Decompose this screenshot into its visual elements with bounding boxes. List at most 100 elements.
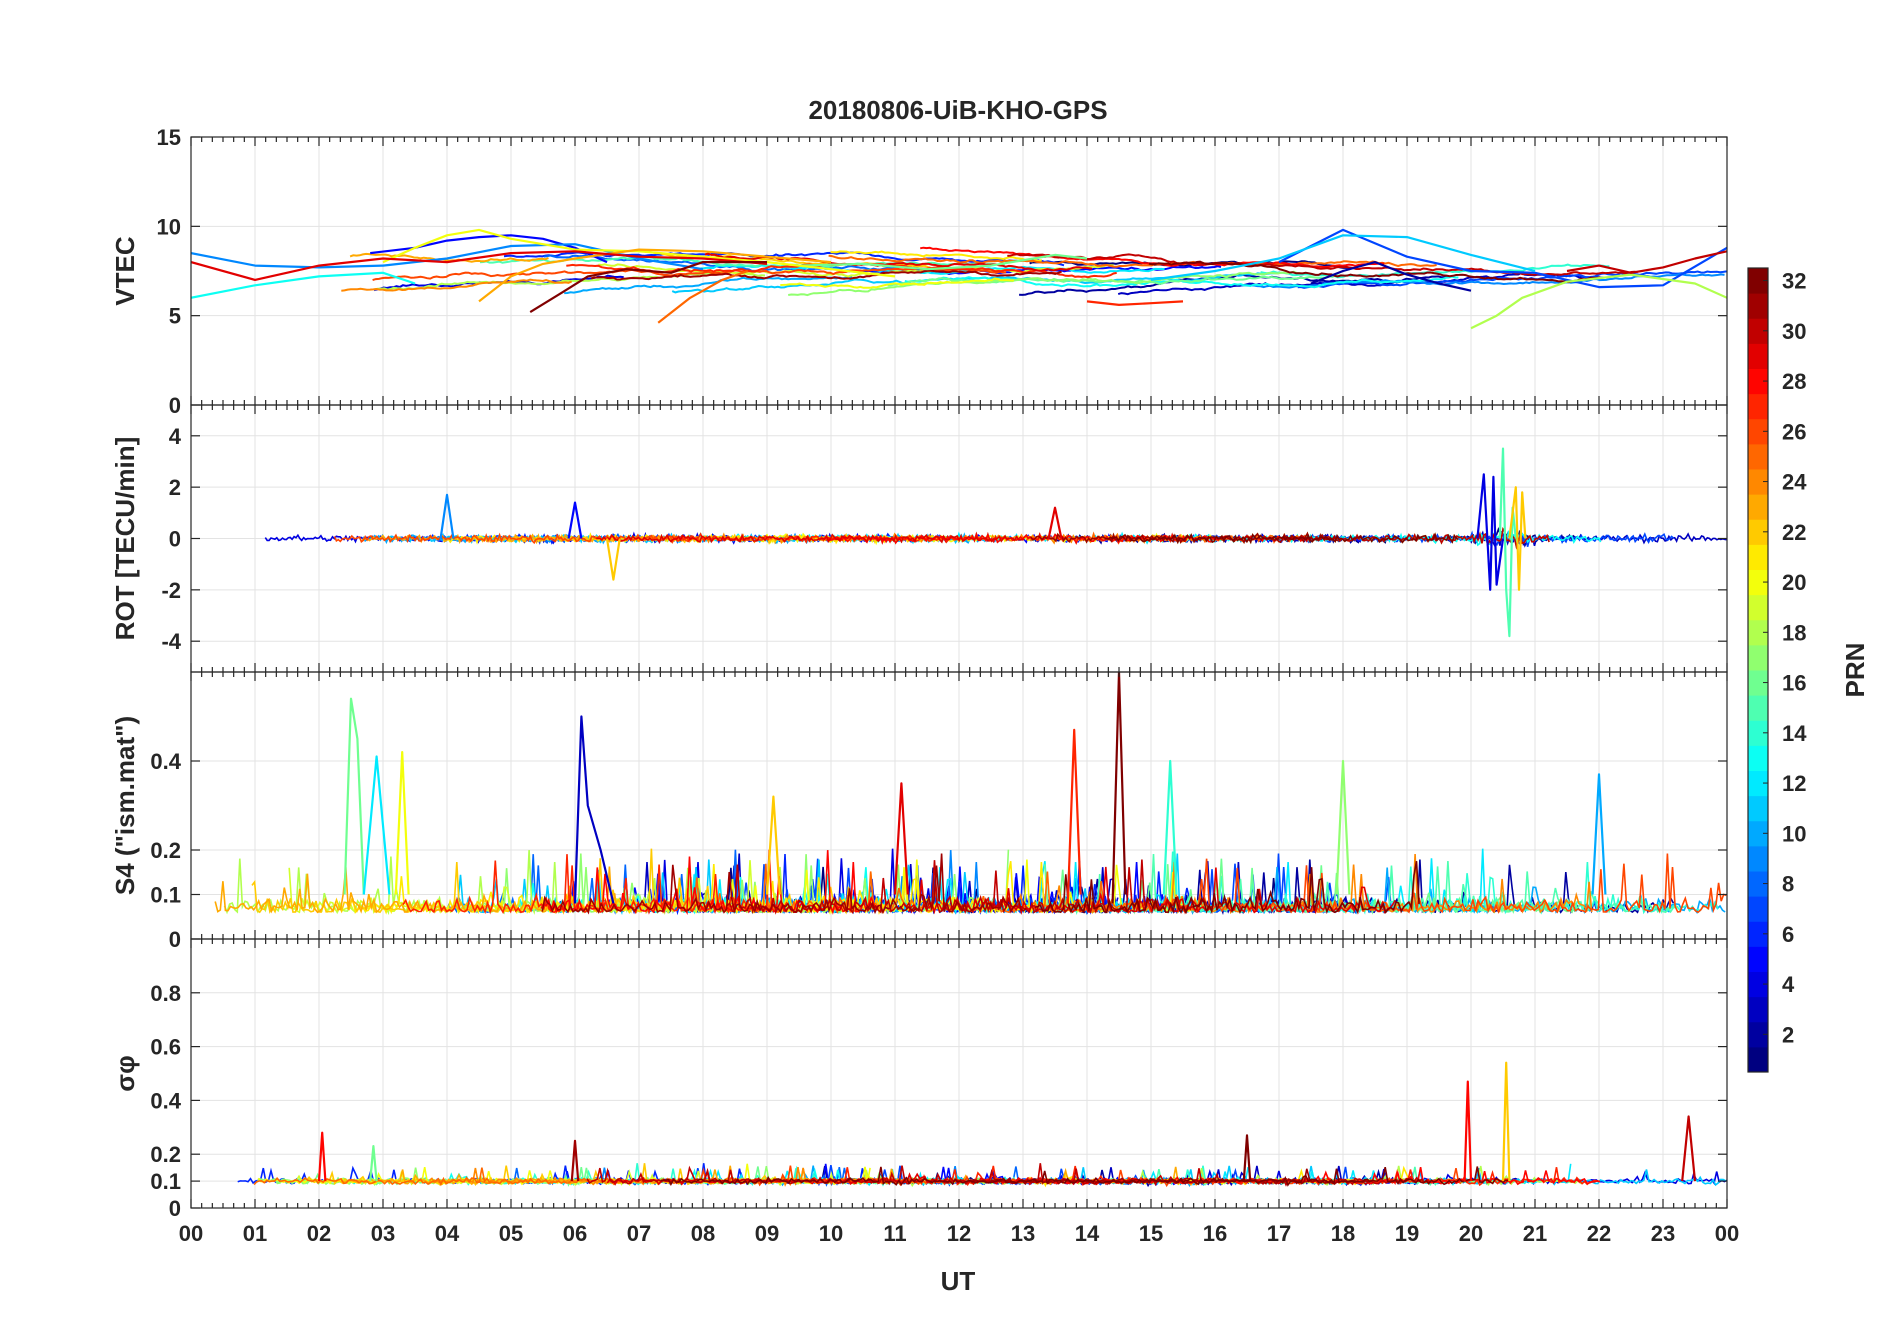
y-tick-label: 0.8 — [150, 981, 181, 1006]
colorbar-tick-label: 24 — [1782, 470, 1807, 495]
series-rot — [439, 447, 1527, 638]
trace-prn-32 — [1104, 532, 1459, 545]
x-axis-label: UT — [941, 1266, 976, 1296]
colorbar-segment — [1748, 494, 1768, 520]
colorbar-tick-label: 26 — [1782, 419, 1806, 444]
trace-prn-8 — [543, 254, 900, 272]
y-tick-label: -4 — [161, 629, 181, 654]
y-tick-label: 15 — [157, 125, 181, 150]
y-tick-label: 0.1 — [150, 883, 181, 908]
trace-prn-17 — [788, 270, 1301, 297]
colorbar-tick-label: 2 — [1782, 1022, 1794, 1047]
x-tick-label: 18 — [1331, 1221, 1355, 1246]
x-tick-label: 22 — [1587, 1221, 1611, 1246]
series-line-prn-7 — [1278, 228, 1727, 289]
colorbar-label: PRN — [1840, 643, 1870, 698]
series-line-prn-11 — [1150, 234, 1536, 281]
x-tick-label: 00 — [179, 1221, 203, 1246]
colorbar-segment — [1748, 393, 1768, 420]
series-line-prn-22 — [765, 795, 781, 895]
series-line-prn-22 — [1501, 1061, 1511, 1182]
series-line-prn-17 — [1335, 759, 1351, 895]
colorbar-segment — [1748, 443, 1768, 470]
series-line-prn-4 — [1476, 473, 1505, 591]
x-tick-label: 11 — [883, 1221, 906, 1246]
colorbar-tick-label: 18 — [1782, 620, 1806, 645]
panel-s4: 0 0.1 0.2 0.4 S4 ("ism.mat") — [110, 671, 1728, 952]
colorbar-segment — [1748, 896, 1768, 922]
traces-sigma — [237, 1163, 1727, 1188]
traces-s4 — [214, 848, 1727, 916]
y-axis-label-vtec: VTEC — [110, 236, 140, 306]
trace-prn-30 — [1007, 253, 1638, 276]
x-tick-label: 21 — [1523, 1221, 1547, 1246]
series-line-prn-28 — [317, 1131, 327, 1182]
traces-vtec — [341, 246, 1727, 297]
y-tick-label: 0.2 — [150, 838, 181, 863]
colorbar-tick-label: 20 — [1782, 570, 1806, 595]
panel-sigma: 00.10.2 0.4 0.6 0.8 σφ 00 01 02 03 04 05 06 07 08 09 10… — [110, 938, 1739, 1246]
y-axis-label-sigma: σφ — [110, 1055, 140, 1091]
x-tick-label: 10 — [819, 1221, 843, 1246]
y-tick-label: -2 — [161, 578, 181, 603]
colorbar-segment — [1748, 293, 1768, 319]
series-line-prn-5 — [567, 501, 583, 539]
trace-prn-2 — [1019, 273, 1449, 296]
trace-prn-32 — [660, 1166, 1509, 1187]
series-line-prn-27 — [1086, 300, 1184, 306]
x-tick-label: 02 — [307, 1221, 331, 1246]
x-ticks-vtec — [190, 137, 1728, 405]
colorbar-segment — [1748, 343, 1768, 369]
y-tick-label: 0 — [169, 1196, 181, 1221]
y-axis-label-s4: S4 ("ism.mat") — [110, 716, 140, 895]
series-line-prn-20 — [394, 751, 410, 895]
colorbar-segment — [1748, 921, 1768, 947]
y-tick-label: 0.2 — [150, 1142, 181, 1167]
colorbar-segment — [1748, 368, 1768, 395]
colorbar-segment — [1748, 469, 1768, 495]
trace-prn-21 — [830, 250, 1042, 263]
y-tick-label: 0.4 — [150, 1088, 181, 1113]
series-line-prn-22 — [1508, 486, 1527, 591]
panel-vtec: 0 5 10 15 VTEC — [110, 125, 1728, 418]
colorbar-segment — [1748, 569, 1768, 596]
x-tick-label: 05 — [499, 1221, 523, 1246]
panel-rot: -4 -2 0 2 4 ROT [TECU/min] — [110, 404, 1728, 673]
x-tick-label: 20 — [1459, 1221, 1483, 1246]
trace-prn-20 — [780, 277, 1014, 289]
x-tick-label: 13 — [1011, 1221, 1035, 1246]
colorbar-segment — [1748, 946, 1768, 972]
series-line-prn-13 — [191, 271, 416, 299]
colorbar-segment — [1748, 720, 1768, 746]
y-axis-label-rot: ROT [TECU/min] — [110, 437, 140, 641]
panels: 05 10 15 VTEC -4 -2 02 4 ROT [TECU/min] 0 0.1 0.2 0.… — [110, 125, 1739, 1246]
colorbar-segment — [1748, 745, 1768, 771]
colorbar-tick-label: 8 — [1782, 872, 1794, 897]
series-line-prn-29 — [1047, 506, 1063, 539]
trace-prn-26 — [333, 532, 701, 545]
trace-prn-31 — [590, 269, 1062, 281]
x-ticks-rot — [190, 405, 1728, 672]
x-tick-label: 15 — [1139, 1221, 1163, 1246]
colorbar-segment — [1748, 770, 1768, 797]
colorbar-tick-label: 14 — [1782, 721, 1807, 746]
colorbar-tick-label: 10 — [1782, 821, 1806, 846]
trace-prn-32 — [1034, 861, 1420, 915]
series-s4 — [343, 672, 1607, 904]
y-tick-label: 0 — [169, 927, 181, 952]
colorbar-tick-label: 12 — [1782, 771, 1806, 796]
series-line-prn-31 — [570, 1139, 580, 1182]
x-tick-label: 00 — [1715, 1221, 1739, 1246]
colorbar-tick-label: 16 — [1782, 671, 1806, 696]
x-tick-label: 03 — [371, 1221, 395, 1246]
y-tick-label: 4 — [169, 424, 182, 449]
series-line-prn-32 — [1111, 672, 1127, 904]
colorbar-segment — [1748, 418, 1768, 445]
x-tick-label: 04 — [435, 1221, 460, 1246]
series-line-prn-14 — [1162, 759, 1178, 895]
series-line-prn-32 — [529, 261, 767, 314]
